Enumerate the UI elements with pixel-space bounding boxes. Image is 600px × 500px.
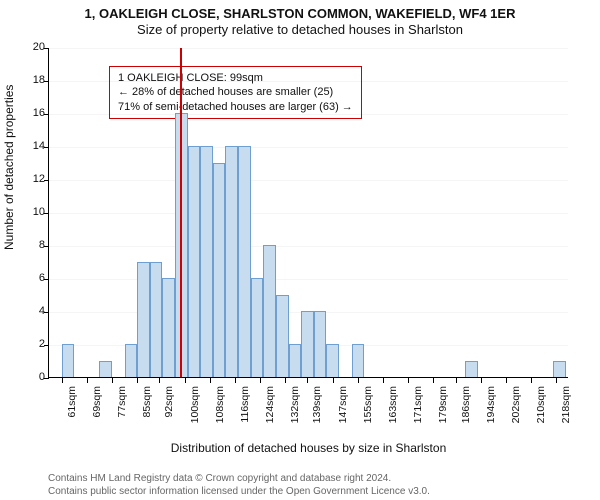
y-tick-label: 0 [19,371,45,383]
histogram-bar [301,311,314,377]
histogram-bar [125,344,138,377]
histogram-bar [251,278,264,377]
y-axis-label: Number of detached properties [2,85,16,250]
info-line3: 71% of semi-detached houses are larger (… [118,100,353,114]
x-tick-label: 171sqm [412,386,424,430]
y-tick-label: 2 [19,338,45,350]
x-tick-label: 139sqm [311,386,323,430]
x-tick-label: 124sqm [264,386,276,430]
info-box: 1 OAKLEIGH CLOSE: 99sqm ← 28% of detache… [109,66,362,119]
x-tick-label: 218sqm [560,386,572,430]
y-tick-label: 6 [19,272,45,284]
histogram-bar [225,146,238,377]
info-line1: 1 OAKLEIGH CLOSE: 99sqm [118,71,353,85]
histogram-bar [289,344,302,377]
histogram-bar [465,361,478,378]
x-tick-label: 92sqm [163,386,175,430]
histogram-bar [150,262,163,378]
x-tick-label: 69sqm [91,386,103,430]
x-tick-label: 147sqm [337,386,349,430]
attribution-line2: Contains public sector information licen… [48,486,430,499]
histogram-bar [276,295,289,378]
x-tick-label: 77sqm [116,386,128,430]
histogram-bar [188,146,201,377]
y-tick-label: 20 [19,41,45,53]
x-tick-label: 202sqm [510,386,522,430]
histogram-bar [213,163,226,378]
x-tick-label: 155sqm [362,386,374,430]
histogram-bar [238,146,251,377]
x-tick-label: 85sqm [141,386,153,430]
histogram-bar [162,278,175,377]
histogram-bar [137,262,150,378]
attribution-line1: Contains HM Land Registry data © Crown c… [48,473,430,486]
x-tick-label: 163sqm [387,386,399,430]
histogram-bar [62,344,75,377]
x-tick-label: 210sqm [535,386,547,430]
plot-region: 1 OAKLEIGH CLOSE: 99sqm ← 28% of detache… [48,48,568,378]
y-tick-label: 18 [19,74,45,86]
y-tick-label: 14 [19,140,45,152]
y-tick-label: 4 [19,305,45,317]
histogram-bar [200,146,213,377]
x-tick-label: 100sqm [189,386,201,430]
x-tick-label: 186sqm [460,386,472,430]
title-block: 1, OAKLEIGH CLOSE, SHARLSTON COMMON, WAK… [0,0,600,37]
attribution: Contains HM Land Registry data © Crown c… [48,473,430,498]
x-tick-label: 61sqm [66,386,78,430]
y-tick-label: 16 [19,107,45,119]
x-tick-label: 116sqm [239,386,251,430]
chart-area: Number of detached properties 1 OAKLEIGH… [0,40,600,460]
y-tick-label: 12 [19,173,45,185]
histogram-bar [352,344,365,377]
histogram-bar [553,361,566,378]
reference-line [180,48,182,377]
histogram-bar [99,361,112,378]
x-axis-label: Distribution of detached houses by size … [49,441,568,455]
subtitle: Size of property relative to detached ho… [0,22,600,37]
x-tick-label: 108sqm [214,386,226,430]
histogram-bar [326,344,339,377]
address-title: 1, OAKLEIGH CLOSE, SHARLSTON COMMON, WAK… [0,6,600,21]
y-tick-label: 10 [19,206,45,218]
x-tick-label: 179sqm [437,386,449,430]
info-line2: ← 28% of detached houses are smaller (25… [118,85,353,99]
histogram-bar [314,311,327,377]
x-tick-label: 194sqm [485,386,497,430]
x-tick-label: 132sqm [289,386,301,430]
y-tick-label: 8 [19,239,45,251]
histogram-bar [263,245,276,377]
